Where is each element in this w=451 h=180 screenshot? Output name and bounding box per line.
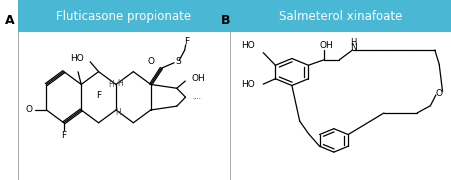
Text: HO: HO [70,54,84,63]
Text: O: O [26,105,33,114]
Text: H: H [108,80,114,89]
Bar [18,0,230,32]
Text: F: F [96,91,101,100]
Text: N: N [350,43,357,52]
Text: HO: HO [241,80,254,89]
Text: F: F [184,37,189,46]
Text: O: O [147,57,154,66]
Text: HO: HO [241,41,254,50]
Text: F: F [61,131,66,140]
Text: B: B [221,14,230,27]
Text: H: H [117,79,123,88]
Text: O: O [436,89,443,98]
Text: H: H [350,38,357,47]
Bar [230,0,451,32]
Text: Salmeterol xinafoate: Salmeterol xinafoate [279,10,402,23]
Text: A: A [5,14,14,27]
Text: Fluticasone propionate: Fluticasone propionate [56,10,192,23]
Text: H: H [115,108,121,117]
Text: OH: OH [192,74,205,83]
Text: S: S [175,57,181,66]
Text: ....: .... [192,94,201,100]
Text: OH: OH [319,41,333,50]
